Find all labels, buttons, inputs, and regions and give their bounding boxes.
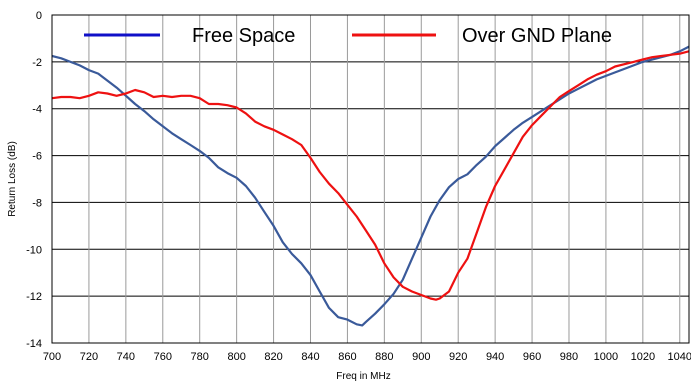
x-tick-label: 940 — [486, 351, 504, 363]
x-tick-label: 920 — [449, 351, 467, 363]
y-axis: 0 -2 -4 -6 -8 -10 -12 -14 — [26, 10, 42, 350]
x-tick-label: 800 — [227, 351, 245, 363]
x-axis-title: Freq in MHz — [336, 371, 390, 381]
plot-frame — [51, 14, 690, 344]
x-tick-label: 760 — [154, 351, 172, 363]
y-axis-title: Return Loss (dB) — [7, 141, 18, 217]
x-tick-label: 880 — [375, 351, 393, 363]
x-tick-label: 900 — [412, 351, 430, 363]
x-tick-label: 1020 — [631, 351, 655, 363]
series-line-over-gnd-plane — [52, 50, 689, 301]
plot-area — [52, 15, 689, 343]
y-tick-label: -2 — [32, 57, 42, 69]
y-tick-label: -6 — [32, 151, 42, 163]
x-tick-label: 720 — [80, 351, 98, 363]
legend: Free Space Over GND Plane — [84, 25, 612, 47]
legend-label: Free Space — [192, 25, 295, 47]
x-tick-label: 700 — [43, 351, 61, 363]
series-line-free-space — [52, 45, 689, 327]
x-tick-label: 780 — [191, 351, 209, 363]
x-tick-label: 820 — [264, 351, 282, 363]
y-tick-label: -12 — [26, 291, 42, 303]
x-tick-label: 960 — [523, 351, 541, 363]
y-tick-label: 0 — [36, 10, 42, 22]
legend-label: Over GND Plane — [462, 25, 612, 47]
y-tick-label: -10 — [26, 244, 42, 256]
x-axis: 700 720 740 760 780 800 820 840 860 880 900 920 940 9… — [43, 351, 691, 363]
x-tick-label: 1000 — [594, 351, 618, 363]
y-tick-label: -8 — [32, 197, 42, 209]
x-tick-label: 860 — [338, 351, 356, 363]
x-tick-label: 980 — [560, 351, 578, 363]
x-tick-label: 740 — [117, 351, 135, 363]
y-tick-label: -4 — [32, 104, 42, 116]
y-tick-label: -14 — [26, 338, 42, 350]
x-tick-label: 1040 — [668, 351, 691, 363]
series-group — [52, 45, 689, 327]
x-tick-label: 840 — [301, 351, 319, 363]
